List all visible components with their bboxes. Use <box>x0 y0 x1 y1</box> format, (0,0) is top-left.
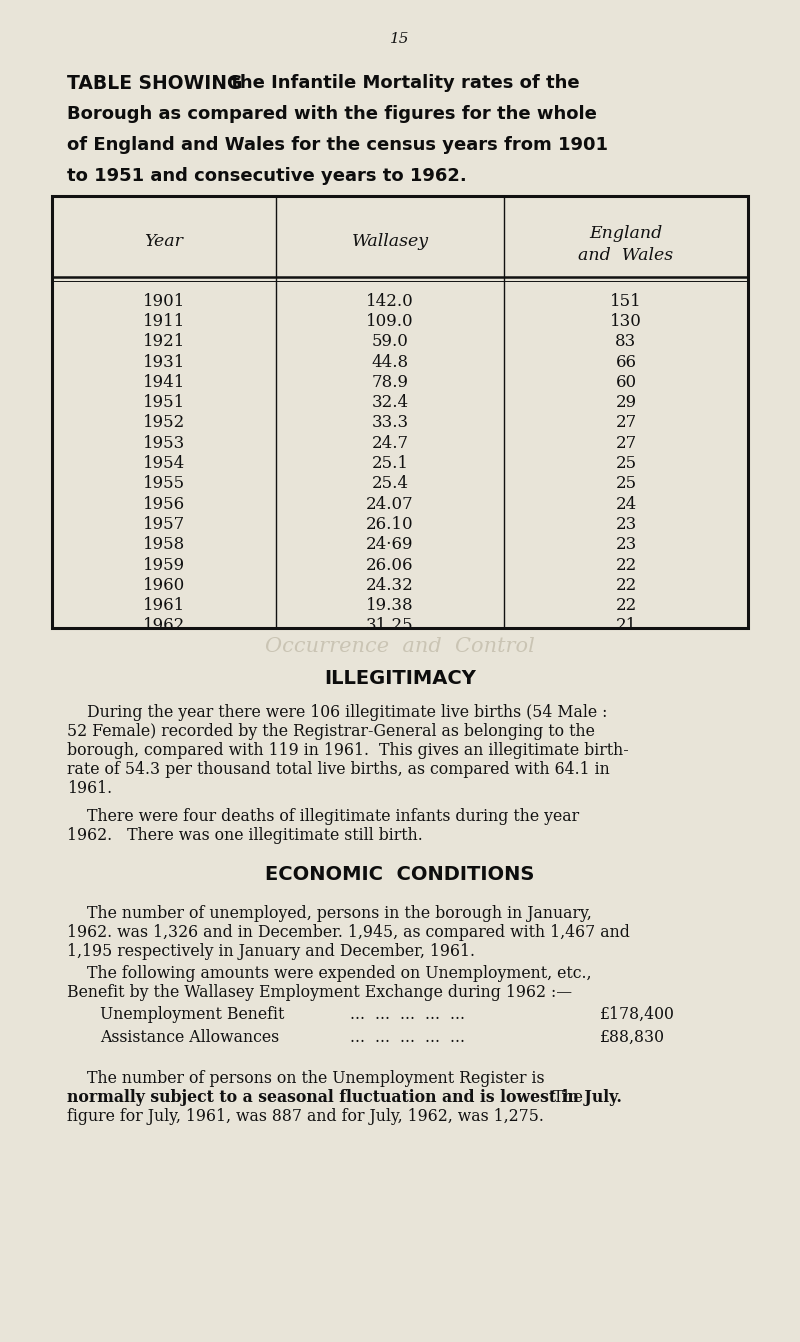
Text: 1,195 respectively in January and December, 1961.: 1,195 respectively in January and Decemb… <box>67 943 475 960</box>
Text: 27: 27 <box>615 415 637 431</box>
Text: of England and Wales for the census years from 1901: of England and Wales for the census year… <box>67 136 608 154</box>
Text: Assistance Allowances: Assistance Allowances <box>100 1029 279 1045</box>
Text: 52 Female) recorded by the Registrar-General as belonging to the: 52 Female) recorded by the Registrar-Gen… <box>67 723 595 739</box>
Text: 1960: 1960 <box>143 577 185 595</box>
Text: 24: 24 <box>615 495 637 513</box>
Text: 1931: 1931 <box>143 353 185 370</box>
Text: 32.4: 32.4 <box>371 395 409 411</box>
Text: figure for July, 1961, was 887 and for July, 1962, was 1,275.: figure for July, 1961, was 887 and for J… <box>67 1108 544 1125</box>
Text: 1955: 1955 <box>143 475 185 493</box>
Bar <box>52 196 748 628</box>
Text: 1921: 1921 <box>143 333 185 350</box>
Text: 33.3: 33.3 <box>371 415 409 431</box>
Text: Wallasey: Wallasey <box>351 234 429 251</box>
Text: £178,400: £178,400 <box>600 1006 675 1023</box>
Text: 25.1: 25.1 <box>371 455 409 472</box>
Text: 1953: 1953 <box>143 435 185 452</box>
Text: 83: 83 <box>615 333 637 350</box>
Text: 22: 22 <box>615 577 637 595</box>
Text: 1952: 1952 <box>143 415 185 431</box>
Text: 1961.: 1961. <box>67 780 112 797</box>
Text: ...  ...  ...  ...  ...: ... ... ... ... ... <box>350 1029 465 1045</box>
Text: normally subject to a seasonal fluctuation and is lowest in July.: normally subject to a seasonal fluctuati… <box>67 1088 622 1106</box>
Text: 1962. was 1,326 and in December. 1,945, as compared with 1,467 and: 1962. was 1,326 and in December. 1,945, … <box>67 925 630 941</box>
Text: rate of 54.3 per thousand total live births, as compared with 64.1 in: rate of 54.3 per thousand total live bir… <box>67 761 610 778</box>
Text: 29: 29 <box>615 395 637 411</box>
Text: 142.0: 142.0 <box>366 293 414 310</box>
Text: TABLE SHOWING: TABLE SHOWING <box>67 74 242 93</box>
Text: 1958: 1958 <box>143 537 185 553</box>
Text: 27: 27 <box>615 435 637 452</box>
Text: 1901: 1901 <box>143 293 185 310</box>
Text: 22: 22 <box>615 597 637 615</box>
Text: 44.8: 44.8 <box>371 353 409 370</box>
Text: England: England <box>590 224 662 242</box>
Text: 15: 15 <box>390 32 410 46</box>
Text: ILLEGITIMACY: ILLEGITIMACY <box>324 668 476 687</box>
Text: 1961: 1961 <box>143 597 185 615</box>
Text: 151: 151 <box>610 293 642 310</box>
Text: 25: 25 <box>615 455 637 472</box>
Text: ...  ...  ...  ...  ...: ... ... ... ... ... <box>350 1006 465 1023</box>
Text: 1957: 1957 <box>143 515 185 533</box>
Text: 1962.   There was one illegitimate still birth.: 1962. There was one illegitimate still b… <box>67 827 422 844</box>
Text: the Infantile Mortality rates of the: the Infantile Mortality rates of the <box>225 74 580 93</box>
Text: 1962: 1962 <box>143 617 185 635</box>
Text: 24.32: 24.32 <box>366 577 414 595</box>
Text: 130: 130 <box>610 313 642 330</box>
Text: The number of persons on the Unemployment Register is: The number of persons on the Unemploymen… <box>67 1070 545 1087</box>
Text: 24.7: 24.7 <box>371 435 409 452</box>
Text: 1911: 1911 <box>143 313 185 330</box>
Text: Borough as compared with the figures for the whole: Borough as compared with the figures for… <box>67 105 597 123</box>
Text: Year: Year <box>145 234 183 251</box>
Text: 109.0: 109.0 <box>366 313 414 330</box>
Text: and  Wales: and Wales <box>578 247 674 263</box>
Text: 24·69: 24·69 <box>366 537 414 553</box>
Text: There were four deaths of illegitimate infants during the year: There were four deaths of illegitimate i… <box>67 808 579 825</box>
Text: 1951: 1951 <box>143 395 185 411</box>
Text: 22: 22 <box>615 557 637 573</box>
Text: 1954: 1954 <box>143 455 185 472</box>
Text: 21: 21 <box>615 617 637 635</box>
Text: Occurrence  and  Control: Occurrence and Control <box>265 636 535 655</box>
Text: 19.38: 19.38 <box>366 597 414 615</box>
Text: borough, compared with 119 in 1961.  This gives an illegitimate birth-: borough, compared with 119 in 1961. This… <box>67 742 629 760</box>
Text: 66: 66 <box>615 353 637 370</box>
Text: 59.0: 59.0 <box>371 333 409 350</box>
Text: 60: 60 <box>615 374 637 391</box>
Text: During the year there were 106 illegitimate live births (54 Male :: During the year there were 106 illegitim… <box>67 705 607 721</box>
Text: 31.25: 31.25 <box>366 617 414 635</box>
Text: 78.9: 78.9 <box>371 374 409 391</box>
Text: 1941: 1941 <box>143 374 185 391</box>
Text: The: The <box>543 1088 583 1106</box>
Text: 24.07: 24.07 <box>366 495 414 513</box>
Text: The following amounts were expended on Unemployment, etc.,: The following amounts were expended on U… <box>67 965 591 982</box>
Text: Benefit by the Wallasey Employment Exchange during 1962 :—: Benefit by the Wallasey Employment Excha… <box>67 984 572 1001</box>
Text: 26.06: 26.06 <box>366 557 414 573</box>
Text: 23: 23 <box>615 515 637 533</box>
Text: 25: 25 <box>615 475 637 493</box>
Text: £88,830: £88,830 <box>600 1029 665 1045</box>
Text: 26.10: 26.10 <box>366 515 414 533</box>
Text: 1959: 1959 <box>143 557 185 573</box>
Text: Unemployment Benefit: Unemployment Benefit <box>100 1006 284 1023</box>
Text: to 1951 and consecutive years to 1962.: to 1951 and consecutive years to 1962. <box>67 166 466 185</box>
Text: 23: 23 <box>615 537 637 553</box>
Text: 1956: 1956 <box>143 495 185 513</box>
Text: ECONOMIC  CONDITIONS: ECONOMIC CONDITIONS <box>266 866 534 884</box>
Text: 25.4: 25.4 <box>371 475 409 493</box>
Text: The number of unemployed, persons in the borough in January,: The number of unemployed, persons in the… <box>67 905 592 922</box>
